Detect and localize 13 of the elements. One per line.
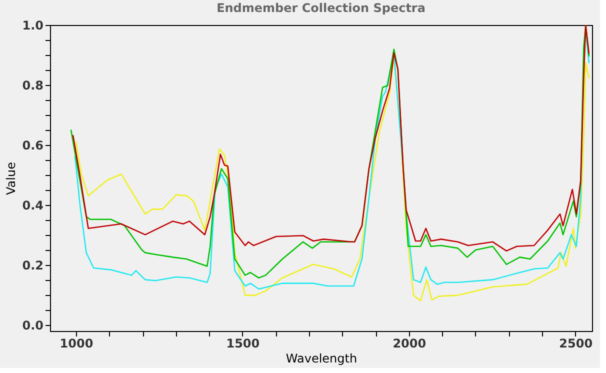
y-axis-title: Value xyxy=(4,162,18,195)
x-tick-label: 2500 xyxy=(559,336,593,350)
y-tick-label: 0.4 xyxy=(22,198,44,212)
y-tick-label: 0.6 xyxy=(22,138,44,152)
chart-title: Endmember Collection Spectra xyxy=(216,1,426,15)
x-tick-label: 1000 xyxy=(60,336,94,350)
y-tick-label: 0.0 xyxy=(22,318,44,332)
y-tick-label: 1.0 xyxy=(22,18,44,32)
y-tick-label: 0.2 xyxy=(22,258,44,272)
y-tick-label: 0.8 xyxy=(22,78,44,92)
x-tick-label: 1500 xyxy=(226,336,260,350)
x-tick-label: 2000 xyxy=(392,336,426,350)
x-axis-title: Wavelength xyxy=(286,352,358,366)
